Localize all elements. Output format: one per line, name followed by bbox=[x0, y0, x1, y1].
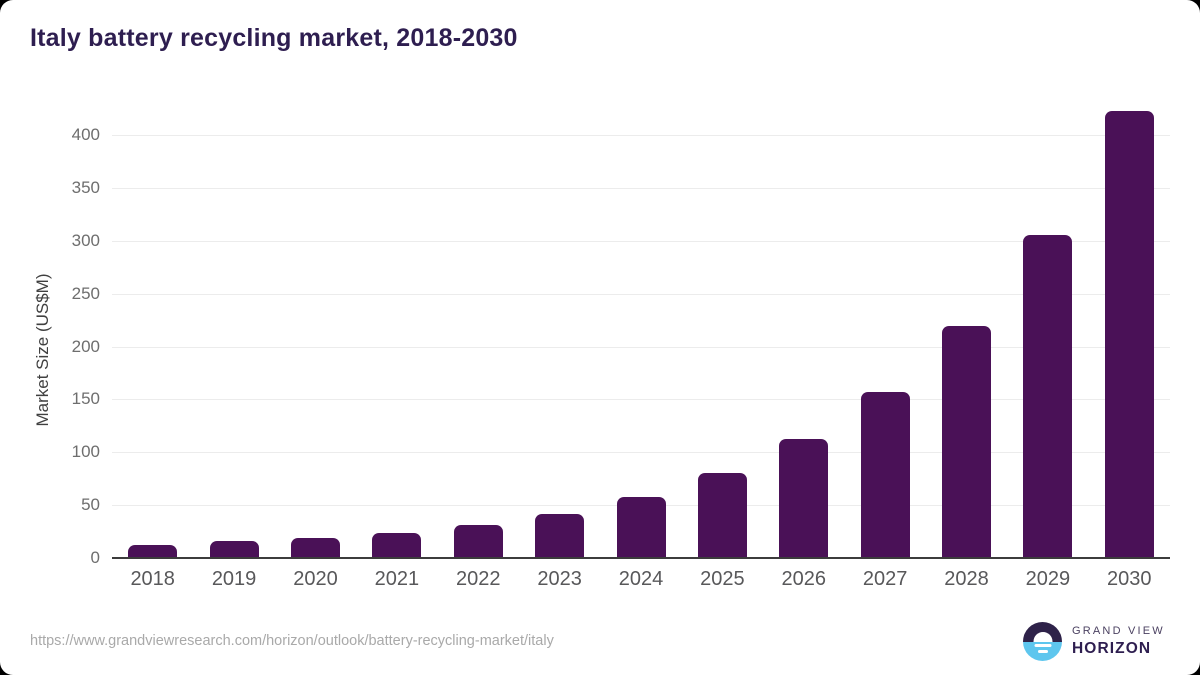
gridline-200 bbox=[112, 346, 1170, 348]
brand-name-bottom: HORIZON bbox=[1072, 640, 1152, 658]
x-tick-2020: 2020 bbox=[293, 568, 338, 590]
horizon-sunset-icon bbox=[1023, 622, 1062, 661]
bar-2019[interactable] bbox=[209, 541, 259, 558]
y-tick-100: 100 bbox=[71, 442, 100, 462]
grand-view-horizon-logo: GRAND VIEW HORIZON bbox=[1023, 622, 1165, 661]
gridline-400 bbox=[112, 135, 1170, 136]
x-tick-2026: 2026 bbox=[781, 568, 827, 590]
x-tick-2029: 2029 bbox=[1025, 568, 1071, 590]
x-axis-line bbox=[112, 557, 1170, 559]
gridline-300 bbox=[112, 240, 1170, 242]
x-tick-2030: 2030 bbox=[1107, 568, 1152, 590]
y-tick-150: 150 bbox=[71, 389, 100, 409]
x-tick-2023: 2023 bbox=[537, 568, 582, 590]
bar-2025[interactable] bbox=[697, 473, 747, 558]
x-tick-2024: 2024 bbox=[618, 568, 664, 590]
bar-2023[interactable] bbox=[535, 513, 585, 558]
y-tick-300: 300 bbox=[71, 230, 100, 250]
y-tick-250: 250 bbox=[71, 283, 100, 303]
x-tick-labels: 2018 2019 2020 2021 2022 2023 2024 2025 2026 2027… bbox=[112, 568, 1170, 598]
x-tick-2021: 2021 bbox=[374, 568, 420, 590]
x-tick-2018: 2018 bbox=[130, 568, 175, 590]
bar-2024[interactable] bbox=[616, 496, 666, 558]
x-tick-2027: 2027 bbox=[862, 568, 908, 590]
y-tick-400: 400 bbox=[71, 125, 100, 144]
y-tick-350: 350 bbox=[71, 177, 100, 197]
bar-2027[interactable] bbox=[860, 391, 910, 558]
gridline-150 bbox=[112, 399, 1170, 401]
bar-2026[interactable] bbox=[779, 438, 829, 558]
y-tick-200: 200 bbox=[71, 336, 100, 356]
bar-2028[interactable] bbox=[942, 326, 992, 558]
bar-2018[interactable] bbox=[128, 545, 178, 558]
x-tick-2025: 2025 bbox=[700, 568, 745, 590]
bar-2022[interactable] bbox=[453, 525, 503, 558]
bar-2030[interactable] bbox=[1104, 110, 1154, 558]
x-tick-2019: 2019 bbox=[211, 568, 257, 590]
bar-2029[interactable] bbox=[1023, 235, 1073, 558]
source-url: https://www.grandviewresearch.com/horizo… bbox=[30, 633, 554, 649]
chart-title: Italy battery recycling market, 2018-203… bbox=[30, 24, 518, 52]
brand-name-top: GRAND VIEW bbox=[1072, 625, 1165, 638]
gridline-250 bbox=[112, 293, 1170, 295]
bar-2021[interactable] bbox=[372, 532, 422, 558]
x-tick-2022: 2022 bbox=[455, 568, 501, 590]
bar-2020[interactable] bbox=[290, 537, 340, 558]
x-tick-2028: 2028 bbox=[944, 568, 989, 590]
y-tick-0: 0 bbox=[90, 548, 100, 567]
y-tick-labels: 0 50 100 150 200 250 300 350 400 bbox=[0, 100, 100, 567]
gridline-350 bbox=[112, 187, 1170, 189]
logo-text: GRAND VIEW HORIZON bbox=[1072, 626, 1165, 657]
y-tick-50: 50 bbox=[81, 495, 100, 515]
gridline-100 bbox=[112, 452, 1170, 454]
plot-area bbox=[112, 100, 1170, 558]
